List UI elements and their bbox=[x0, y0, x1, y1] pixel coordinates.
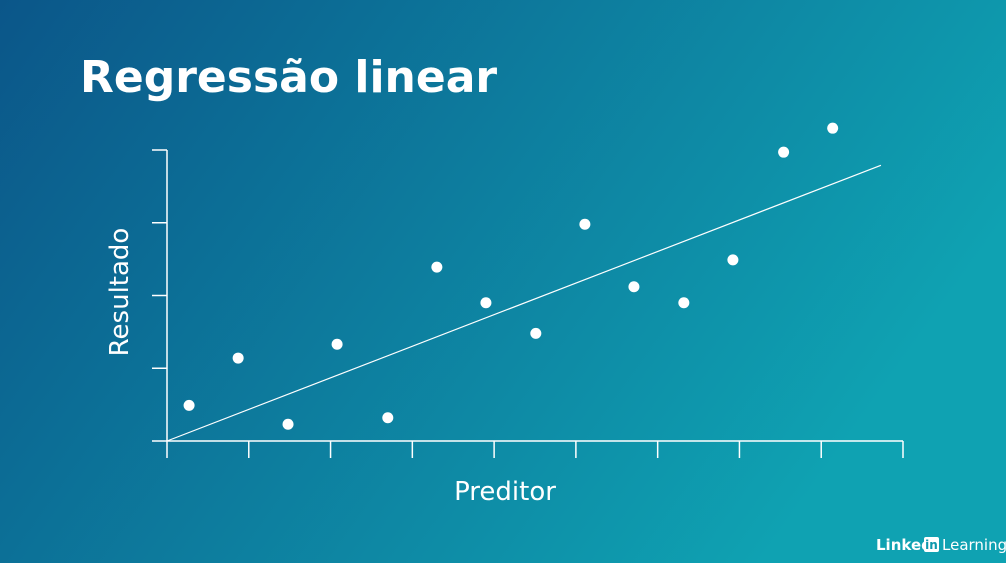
data-point bbox=[530, 327, 542, 339]
data-point bbox=[183, 399, 195, 411]
data-point bbox=[778, 146, 790, 158]
data-point bbox=[628, 281, 640, 293]
regression-line bbox=[166, 164, 882, 442]
data-point bbox=[827, 122, 839, 134]
data-point bbox=[579, 218, 591, 230]
brand-logo-box bbox=[924, 537, 939, 552]
data-point bbox=[282, 418, 294, 430]
brand-linked: Linked bbox=[876, 536, 932, 554]
data-point bbox=[678, 297, 690, 309]
brand-in: in bbox=[925, 538, 938, 552]
data-point bbox=[331, 338, 343, 350]
data-point bbox=[431, 261, 443, 273]
data-point bbox=[382, 412, 394, 424]
y-axis-label: Resultado bbox=[105, 228, 135, 357]
data-point bbox=[727, 254, 739, 266]
chart-title: Regressão linear bbox=[80, 52, 497, 103]
data-point bbox=[480, 297, 492, 309]
data-point bbox=[232, 352, 244, 364]
x-axis-label: Preditor bbox=[454, 477, 556, 507]
brand-learning: Learning bbox=[942, 536, 1006, 554]
watermark: Linked in Learning bbox=[876, 536, 1006, 554]
